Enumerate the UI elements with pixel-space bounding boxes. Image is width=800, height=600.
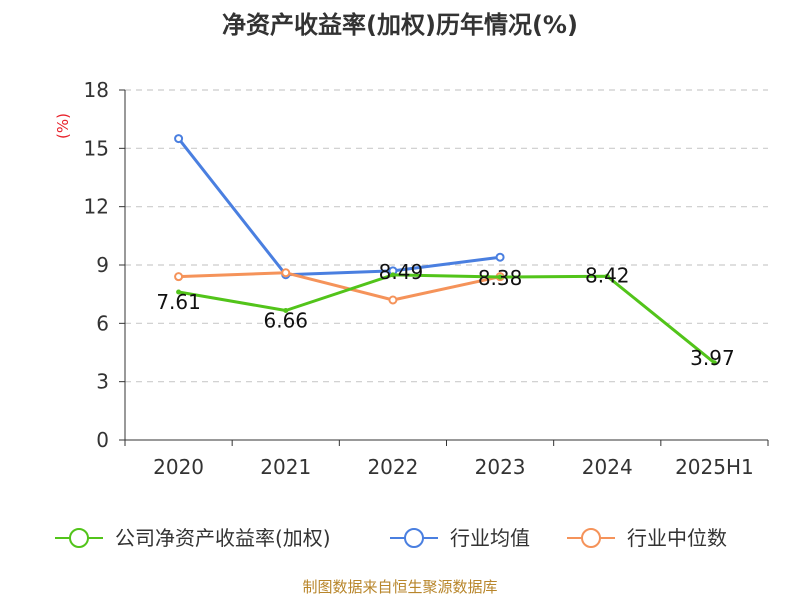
chart-title: 净资产收益率(加权)历年情况(%) — [222, 11, 578, 39]
legend-marker — [404, 528, 424, 548]
y-tick-label: 15 — [84, 136, 109, 160]
x-tick-label: 2023 — [475, 455, 526, 479]
series-line — [177, 137, 501, 277]
legend-item-2[interactable]: 行业中位数 — [567, 526, 727, 550]
series-point — [176, 289, 182, 295]
series-point — [174, 134, 184, 144]
legend-label: 行业中位数 — [627, 526, 727, 550]
y-tick-label: 9 — [96, 253, 109, 277]
data-label: 8.49 — [379, 260, 424, 284]
x-tick-label: 2022 — [367, 455, 418, 479]
legend-item-1[interactable]: 行业均值 — [390, 526, 530, 550]
series-point — [281, 268, 291, 278]
series-0 — [176, 272, 717, 366]
data-labels: 7.61 6.66 8.49 8.38 8.42 3.97 — [156, 260, 734, 370]
series-point — [283, 308, 289, 313]
series-line — [178, 271, 501, 302]
y-tick-label: 3 — [96, 370, 109, 394]
y-tick-label: 18 — [84, 78, 109, 102]
data-source-note: 制图数据来自恒生聚源数据库 — [302, 578, 497, 596]
legend-label: 行业均值 — [450, 526, 530, 550]
legend[interactable]: 公司净资产收益率(加权) 行业均值 行业中位数 — [55, 526, 727, 550]
legend-marker — [581, 528, 601, 548]
data-label: 3.97 — [690, 346, 735, 370]
series-point — [497, 274, 503, 280]
series-point — [174, 272, 184, 282]
x-tick-label: 2024 — [582, 455, 633, 479]
data-label: 8.38 — [478, 266, 523, 290]
axes: 0 3 6 9 12 15 18 2020 2021 2022 2023 2024 2025H1 — [84, 78, 769, 479]
legend-label: 公司净资产收益率(加权) — [115, 526, 331, 550]
series-point — [604, 273, 610, 279]
legend-marker — [69, 528, 89, 548]
series-point — [495, 252, 505, 262]
series-lines — [174, 134, 717, 366]
y-axis-unit-label: (%) — [54, 113, 72, 139]
grid-lines — [125, 89, 768, 383]
legend-item-0[interactable]: 公司净资产收益率(加权) — [55, 526, 331, 550]
y-tick-label: 0 — [96, 428, 109, 452]
series-point — [388, 295, 398, 305]
series-point — [390, 272, 396, 278]
series-line — [178, 273, 716, 364]
x-tick-label: 2020 — [153, 455, 204, 479]
y-tick-label: 12 — [84, 195, 109, 219]
series-point — [711, 360, 717, 366]
data-label: 7.61 — [156, 290, 201, 314]
y-tick-label: 6 — [96, 311, 109, 335]
x-tick-label: 2025H1 — [675, 455, 754, 479]
x-tick-label: 2021 — [260, 455, 311, 479]
series-2 — [174, 268, 505, 305]
data-label: 8.42 — [585, 263, 630, 287]
data-label: 6.66 — [263, 309, 308, 333]
